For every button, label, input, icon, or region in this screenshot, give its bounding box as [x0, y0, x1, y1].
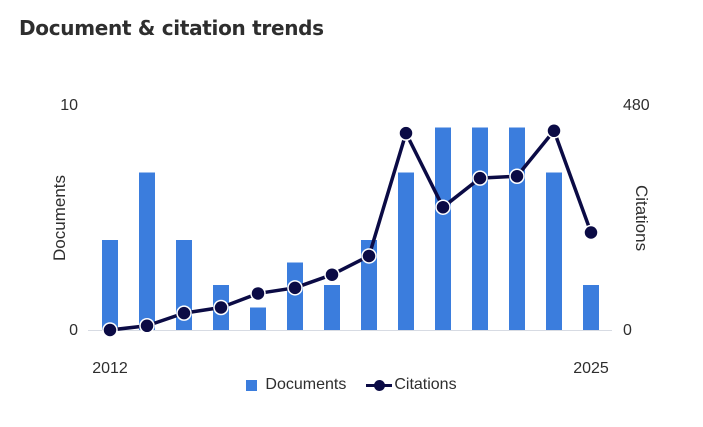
documents-bar-2023[interactable]	[509, 127, 525, 331]
x-tick-first: 2012	[92, 360, 128, 377]
citations-point-2018[interactable]	[324, 266, 340, 283]
chart-legend: Documents Citations	[0, 376, 703, 394]
legend-label-citations: Citations	[394, 376, 457, 393]
chart-title: Document & citation trends	[19, 16, 324, 40]
citations-points	[102, 123, 599, 338]
citations-point-2015[interactable]	[213, 299, 229, 316]
citations-swatch-icon	[366, 379, 393, 391]
citations-point-2022[interactable]	[472, 170, 488, 186]
documents-bar-2020[interactable]	[398, 172, 414, 331]
documents-bar-2024[interactable]	[546, 172, 562, 331]
y-right-tick-max: 480	[623, 97, 650, 114]
documents-bar-2012[interactable]	[102, 240, 118, 330]
legend-label-documents: Documents	[265, 376, 347, 393]
documents-bars	[102, 127, 599, 331]
documents-bar-2017[interactable]	[287, 262, 303, 331]
citations-point-2023[interactable]	[509, 168, 525, 184]
documents-swatch-icon	[246, 379, 258, 391]
citations-point-2013[interactable]	[139, 318, 155, 334]
citations-point-2025[interactable]	[583, 224, 599, 241]
citations-point-2014[interactable]	[176, 305, 192, 321]
documents-bar-2022[interactable]	[472, 127, 488, 331]
citations-point-2021[interactable]	[435, 199, 451, 215]
legend-item-documents[interactable]: Documents	[246, 376, 346, 394]
documents-bar-2025[interactable]	[583, 285, 599, 330]
citations-point-2017[interactable]	[287, 280, 303, 296]
legend-item-citations[interactable]: Citations	[366, 376, 457, 394]
y-left-axis-label: Documents	[50, 175, 69, 261]
citations-point-2019[interactable]	[361, 248, 377, 264]
citations-point-2012[interactable]	[102, 322, 118, 338]
y-right-axis-label: Citations	[632, 185, 651, 251]
y-right-tick-min: 0	[623, 322, 632, 339]
x-tick-last: 2025	[573, 360, 609, 377]
y-left-tick-min: 0	[69, 322, 78, 339]
citations-point-2024[interactable]	[546, 123, 562, 139]
documents-bar-2021[interactable]	[435, 127, 451, 331]
citations-point-2016[interactable]	[250, 285, 266, 302]
documents-bar-2016[interactable]	[250, 307, 266, 331]
y-left-tick-max: 10	[60, 97, 78, 114]
documents-bar-2018[interactable]	[324, 285, 340, 330]
documents-bar-2013[interactable]	[139, 172, 155, 331]
citations-point-2020[interactable]	[398, 125, 414, 141]
